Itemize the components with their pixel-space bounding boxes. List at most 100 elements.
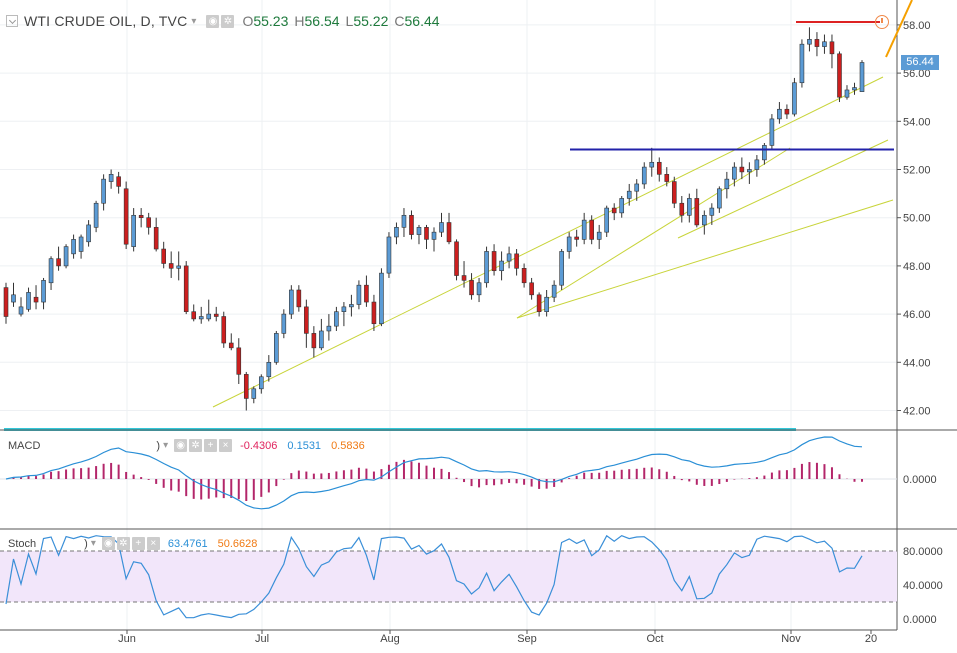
candle-body [131, 214, 136, 247]
candle-body [559, 251, 564, 286]
candle-body [551, 284, 557, 298]
horizontal-line-drawings[interactable] [570, 21, 894, 151]
candle-body [799, 43, 805, 84]
alert-clock-icon[interactable] [875, 15, 889, 29]
candle-body [544, 296, 549, 312]
candle-body [596, 231, 602, 240]
trendline-secondary [677, 139, 889, 239]
low-value: 55.22 [353, 13, 389, 29]
candle-body [641, 166, 647, 185]
main-legend: WTI CRUDE OIL, D, TVC ▾ ◉ ✲ O 55.23 H 56.5… [6, 13, 440, 29]
symbol-title[interactable]: WTI CRUDE OIL, D, TVC [24, 13, 188, 29]
eye-icon[interactable]: ◉ [206, 14, 220, 28]
candle-body [454, 241, 459, 276]
candle-body [63, 246, 69, 267]
stoch-k-value: 63.4761 [167, 537, 208, 550]
candle-body [837, 53, 842, 98]
candle-body [822, 41, 827, 47]
candle-body [304, 306, 309, 334]
candle-body [243, 374, 249, 399]
last-price-tag: 56.44 [901, 55, 939, 70]
candlestick-series [3, 27, 865, 411]
candle-body [424, 227, 429, 240]
candle-body [123, 188, 129, 245]
candle-body [491, 251, 497, 272]
candle-body [829, 41, 835, 55]
macd-legend: MACD ) ▾ ◉ ✲ + × -0.4306 0.1531 0.5836 [8, 439, 365, 452]
stoch-title[interactable]: Stoch [8, 537, 37, 550]
macd-axis-label: 0.0000 [903, 474, 937, 486]
candle-body [168, 263, 174, 269]
close-label: C [394, 13, 405, 29]
price-axis-label: 52.00 [903, 165, 931, 177]
high-value: 56.54 [304, 13, 340, 29]
candle-body [717, 188, 722, 209]
candle-body [446, 222, 452, 243]
price-axis-label: 50.00 [903, 213, 931, 225]
stoch-paren: ) [84, 537, 88, 550]
open-value: 55.23 [253, 13, 289, 29]
caret-down-icon[interactable]: ▾ [90, 538, 96, 549]
candle-body [461, 275, 467, 281]
plus-icon[interactable]: + [131, 537, 145, 550]
gear-icon[interactable]: ✲ [221, 14, 235, 28]
candle-body [93, 202, 99, 228]
macd-pane: 0.0000 [0, 436, 937, 510]
eye-icon[interactable]: ◉ [174, 439, 188, 452]
stoch-axis-label: 80.0000 [903, 546, 943, 558]
candle-body [709, 207, 715, 216]
candle-body [71, 239, 76, 255]
candle-body [634, 183, 640, 192]
caret-down-icon[interactable]: ▾ [163, 440, 169, 451]
candle-body [311, 333, 317, 349]
gear-icon[interactable]: ✲ [189, 439, 203, 452]
candle-body [48, 258, 54, 284]
plus-icon[interactable]: + [204, 439, 218, 452]
close-icon[interactable]: × [219, 439, 233, 452]
candle-body [3, 287, 9, 317]
candle-body [694, 198, 700, 226]
candle-body [371, 301, 377, 325]
gear-icon[interactable]: ✲ [116, 537, 130, 550]
pane-separators[interactable] [0, 429, 957, 530]
candle-body [138, 214, 144, 218]
candle-body [679, 202, 685, 216]
candle-body [86, 224, 91, 243]
price-axis-label: 56.00 [903, 68, 931, 80]
candle-body [702, 214, 707, 226]
eye-icon[interactable]: ◉ [101, 537, 115, 550]
price-axis-label: 46.00 [903, 309, 931, 321]
time-axis: Jun Jul Aug Sep Oct Nov 20 [0, 629, 897, 645]
candle-body [146, 217, 151, 228]
candle-body [724, 178, 730, 190]
time-axis-label: Jul [255, 633, 269, 645]
macd-title[interactable]: MACD [8, 439, 41, 452]
time-axis-label: 20 [865, 633, 877, 645]
candle-body [656, 161, 662, 175]
close-icon[interactable]: × [146, 537, 160, 550]
stoch-axis-label: 0.0000 [903, 614, 937, 626]
candle-body [356, 284, 362, 305]
candle-body [852, 87, 857, 91]
candle-body [506, 253, 512, 262]
collapse-chevron-icon[interactable] [6, 15, 18, 27]
candle-body [386, 236, 392, 274]
candle-body [334, 311, 339, 327]
candle-body [236, 347, 242, 375]
macd-paren: ) [156, 439, 161, 452]
candle-body [521, 268, 527, 284]
time-axis-label: Oct [646, 633, 663, 645]
candle-body [814, 39, 820, 47]
candle-body [401, 214, 407, 228]
candle-body [281, 313, 287, 334]
price-axis-label: 58.00 [903, 20, 931, 32]
low-label: L [345, 13, 354, 29]
candle-body [349, 304, 354, 308]
price-axis-label: 44.00 [903, 357, 931, 369]
caret-down-icon[interactable]: ▾ [191, 15, 197, 27]
candle-body [777, 108, 782, 120]
candle-body [574, 236, 579, 240]
stoch-axis-label: 40.0000 [903, 580, 943, 592]
